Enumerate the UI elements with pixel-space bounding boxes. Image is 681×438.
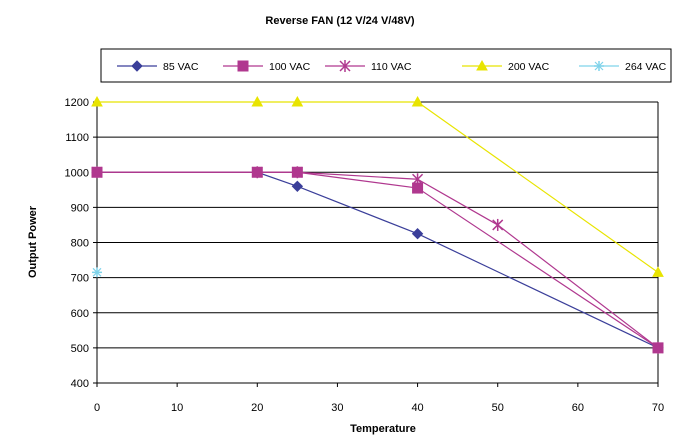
series-line-0 <box>97 171 659 349</box>
series-4-point-0-d2 <box>92 267 102 277</box>
y-tick-label-4: 800 <box>71 238 89 250</box>
series-2-point-4 <box>492 218 504 231</box>
series-3-point-1 <box>251 95 264 107</box>
y-tick-label-5: 900 <box>71 202 89 214</box>
series-2 <box>91 166 664 354</box>
series-3-point-2 <box>291 95 304 107</box>
series-4-point-0 <box>92 267 102 278</box>
legend-box <box>100 48 672 83</box>
series-0-point-2 <box>291 180 304 193</box>
series-0-point-3 <box>411 228 424 240</box>
x-tick-label-7: 70 <box>652 402 664 414</box>
series-3-point-3 <box>411 95 424 107</box>
legend-marker-3 <box>476 59 488 71</box>
legend-marker-4-d2 <box>594 61 604 71</box>
y-tick-label-1: 500 <box>71 343 89 355</box>
x-tick-label-2: 20 <box>251 402 263 414</box>
legend-marker-2 <box>339 60 351 72</box>
series-2-point-0 <box>91 166 103 179</box>
y-tick-label-8: 1200 <box>65 97 89 109</box>
legend-label-0: 85 VAC <box>163 61 199 73</box>
series-line-3 <box>97 101 659 273</box>
x-tick-label-1: 10 <box>171 402 183 414</box>
series-2-point-3 <box>412 173 424 186</box>
series-0 <box>91 166 664 354</box>
y-tick-label-3: 700 <box>71 273 89 285</box>
x-tick-label-0: 0 <box>94 402 100 414</box>
x-axis-title: Temperature <box>350 423 416 435</box>
legend: 85 VAC 100 VAC 110 VAC 200 VAC 264 VAC <box>100 48 672 83</box>
y-tick-label-6: 1000 <box>65 167 89 179</box>
chart-title: Reverse FAN (12 V/24 V/48V) <box>265 15 415 27</box>
legend-label-3: 200 VAC <box>508 61 550 73</box>
legend-label-2: 110 VAC <box>371 61 412 73</box>
series-3 <box>91 95 664 277</box>
legend-label-4: 264 VAC <box>625 61 667 73</box>
y-tick-label-2: 600 <box>71 308 89 320</box>
legend-label-1: 100 VAC <box>269 61 311 73</box>
series-2-point-2 <box>291 166 303 179</box>
x-tick-label-4: 40 <box>411 402 423 414</box>
series-2-point-5 <box>652 341 664 354</box>
series-3-point-4 <box>652 266 664 277</box>
y-tick-label-7: 1100 <box>65 132 89 144</box>
y-tick-label-0: 400 <box>71 378 89 390</box>
legend-marker-0 <box>131 60 143 72</box>
series-line-2 <box>97 171 659 349</box>
x-tick-label-5: 50 <box>492 402 504 414</box>
legend-marker-1 <box>237 60 249 72</box>
series-line-1 <box>97 171 659 349</box>
x-tick-label-3: 30 <box>331 402 343 414</box>
series-1 <box>91 166 664 354</box>
legend-marker-4 <box>594 61 604 71</box>
series-2-point-1 <box>251 166 263 179</box>
series-4 <box>92 267 102 278</box>
series-3-point-0 <box>91 95 103 107</box>
y-axis-title: Output Power <box>27 205 39 278</box>
plot-area: 400 500 600 700 800 900 1000 1100 1200 0 10 20 30 40 5… <box>65 95 664 414</box>
x-tick-label-6: 60 <box>572 402 584 414</box>
